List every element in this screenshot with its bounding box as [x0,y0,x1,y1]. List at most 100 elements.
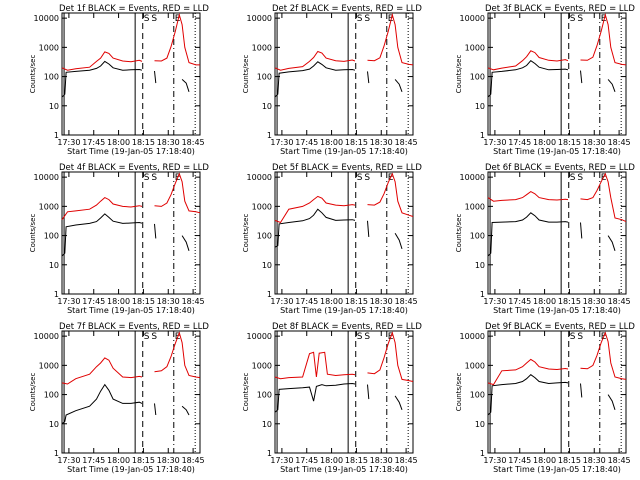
y-tick-label: 10 [49,420,59,429]
series-line-lld [61,172,201,220]
x-axis-label: Start Time (19-Jan-05 17:18:40) [280,465,408,474]
x-tick-label: 17:45 [295,297,318,306]
y-axis-label: Counts/sec [29,214,37,253]
marker-label: S [364,332,370,342]
x-tick-label: 18:45 [395,297,418,306]
x-tick-label: 17:30 [483,297,506,306]
y-tick-label: 1 [480,290,485,299]
series-line-lld [61,331,201,385]
x-tick-label: 18:30 [370,138,393,147]
series-line-events [274,208,403,250]
x-axis-label: Start Time (19-Jan-05 17:18:40) [493,306,621,315]
y-tick-label: 10000 [34,14,59,23]
x-tick-label: 18:00 [320,138,343,147]
x-axis-label: Start Time (19-Jan-05 17:18:40) [493,147,621,156]
marker-label: S [144,173,150,183]
y-axis-label: Counts/sec [242,214,250,253]
y-tick-label: 10000 [247,173,272,182]
x-tick-label: 17:30 [483,138,506,147]
x-tick-label: 18:00 [320,297,343,306]
marker-label: E [601,173,607,183]
panel-title: Det 2f BLACK = Events, RED = LLD [272,4,422,14]
y-tick-label: 100 [470,232,485,241]
series-line-lld [274,331,414,382]
y-tick-label: 1 [54,131,59,140]
y-tick-label: 100 [257,232,272,241]
y-tick-label: 1 [267,131,272,140]
y-tick-label: 10 [262,261,272,270]
y-tick-label: 10000 [460,173,485,182]
series-line-events [61,60,190,98]
y-tick-label: 1000 [252,361,272,370]
x-tick-label: 18:30 [583,297,606,306]
series-line-events [274,61,403,98]
plot-frame [61,12,201,136]
x-tick-label: 18:00 [320,456,343,465]
x-tick-label: 17:45 [82,456,105,465]
plot-frame [274,330,414,454]
y-tick-label: 10000 [460,332,485,341]
series-line-lld [274,172,414,224]
y-tick-label: 10 [49,102,59,111]
plot-frame [487,171,627,295]
marker-label: S [144,332,150,342]
x-tick-label: 18:30 [157,138,180,147]
x-tick-label: 18:00 [107,138,130,147]
y-tick-label: 10000 [460,14,485,23]
panel-title: Det 4f BLACK = Events, RED = LLD [59,163,209,173]
y-tick-label: 10000 [34,332,59,341]
x-tick-label: 18:45 [182,138,205,147]
y-tick-label: 1000 [39,202,59,211]
series-line-lld [274,12,414,71]
x-tick-label: 18:00 [533,138,556,147]
y-tick-label: 100 [44,391,59,400]
x-tick-label: 18:00 [107,297,130,306]
series-line-events [274,382,403,413]
y-axis-label: Counts/sec [29,55,37,94]
x-tick-label: 17:45 [82,138,105,147]
marker-label: S [357,14,363,24]
y-tick-label: 1 [54,290,59,299]
x-tick-label: 17:45 [508,297,531,306]
x-tick-label: 18:15 [558,138,581,147]
y-tick-label: 1000 [465,361,485,370]
series-line-lld [487,172,627,223]
x-tick-label: 17:30 [57,297,80,306]
series-line-events [487,374,616,416]
marker-label: S [364,173,370,183]
x-tick-label: 17:30 [57,138,80,147]
x-tick-label: 18:45 [608,297,631,306]
y-tick-label: 1000 [465,202,485,211]
y-tick-label: 1000 [39,361,59,370]
x-tick-label: 18:00 [533,456,556,465]
y-tick-label: 10 [49,261,59,270]
x-tick-label: 18:15 [558,456,581,465]
marker-label: S [144,14,150,24]
x-tick-label: 18:15 [345,456,368,465]
y-tick-label: 100 [257,391,272,400]
panel-title: Det 9f BLACK = Events, RED = LLD [485,322,635,332]
x-tick-label: 17:45 [508,138,531,147]
y-tick-label: 1000 [252,202,272,211]
x-tick-label: 17:30 [270,138,293,147]
x-tick-label: 18:30 [157,456,180,465]
plot-frame [487,330,627,454]
x-tick-label: 18:15 [132,138,155,147]
x-tick-label: 18:30 [370,297,393,306]
plot-frame [274,171,414,295]
y-tick-label: 10000 [247,332,272,341]
y-tick-label: 10 [475,420,485,429]
panel-title: Det 1f BLACK = Events, RED = LLD [59,4,209,14]
marker-label: S [570,173,576,183]
y-axis-label: Counts/sec [242,55,250,94]
marker-label: S [151,332,157,342]
